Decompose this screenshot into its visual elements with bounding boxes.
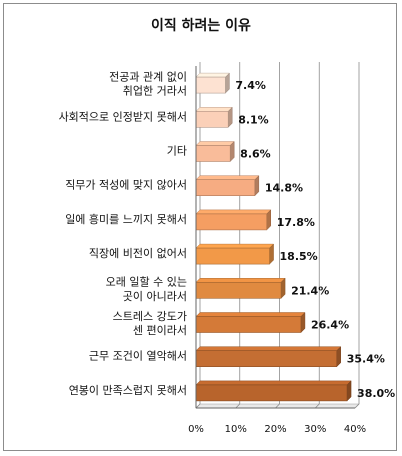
bar-top (195, 141, 235, 146)
bar-top (195, 243, 275, 249)
bar-value-label: 18.5% (280, 250, 318, 263)
gridline-foot (195, 403, 201, 409)
bar (195, 346, 342, 368)
bar (195, 209, 272, 231)
gridline-foot (275, 403, 280, 409)
bar-front (195, 247, 270, 265)
category-label: 직무가 적성에 맞지 않아서 (65, 179, 187, 192)
bar-front (195, 213, 268, 231)
bar-value-label: 7.4% (235, 79, 266, 92)
bar (195, 380, 352, 402)
bar-value-label: 21.4% (291, 284, 329, 297)
gridline-foot (354, 403, 360, 409)
bar-front (195, 384, 348, 402)
bar-top (195, 380, 352, 386)
bar-front (195, 76, 226, 94)
bar (195, 72, 231, 94)
bar (195, 277, 286, 299)
chart-frame: 이직 하려는 이유 7.4% 전공과 관계 없이 취업한 거라서 8.1% 사회적으로 … (3, 3, 397, 451)
category-label: 전공과 관계 없이 취업한 거라서 (109, 70, 187, 97)
x-tick-label: 0% (188, 424, 204, 435)
bar-value-label: 8.1% (238, 113, 269, 126)
chart-title: 이직 하려는 이유 (151, 17, 251, 34)
gridline-foot (235, 403, 241, 409)
bar-front (195, 179, 256, 196)
x-tick-label: 20% (264, 424, 286, 435)
bar-top (195, 312, 306, 317)
bar-top (195, 209, 272, 215)
bar-top (195, 346, 342, 351)
bar-value-label: 26.4% (311, 319, 349, 332)
chart: 이직 하려는 이유 7.4% 전공과 관계 없이 취업한 거라서 8.1% 사회적으로 … (59, 17, 396, 435)
bar-front (195, 350, 338, 368)
bar-front (195, 281, 282, 299)
bar-value-label: 35.4% (347, 353, 385, 366)
bar-front (195, 111, 229, 128)
category-label: 사회적으로 인정받지 못해서 (59, 109, 187, 123)
bar (195, 175, 260, 197)
bar-front (195, 145, 231, 162)
x-tick-label: 10% (225, 424, 247, 435)
category-label: 근무 조건이 열악해서 (89, 349, 187, 363)
x-tick-label: 30% (304, 424, 326, 435)
bar-top (195, 278, 286, 283)
bar-front (195, 316, 302, 333)
bar-value-label: 8.6% (240, 148, 271, 161)
category-label: 일에 흥미를 느끼지 못해서 (65, 212, 187, 226)
bar (195, 243, 275, 265)
bar-top (195, 107, 233, 112)
bar (195, 106, 233, 128)
bar-value-label: 38.0% (357, 387, 395, 400)
bar-value-label: 14.8% (265, 182, 303, 195)
bar-top (195, 175, 260, 180)
category-label: 스트레스 강도가 센 편이라서 (113, 310, 187, 337)
bar-value-label: 17.8% (277, 216, 315, 229)
bar-top (195, 72, 231, 78)
bar (195, 140, 235, 163)
x-tick-label: 40% (344, 424, 366, 435)
category-label: 연봉이 만족스럽지 못해서 (69, 383, 187, 397)
bar (195, 311, 306, 334)
category-label: 기타 (167, 145, 187, 158)
category-label: 직장에 비전이 없어서 (89, 247, 187, 260)
gridline-foot (314, 403, 320, 409)
category-label: 오래 일할 수 있는 곳이 아니라서 (106, 275, 187, 303)
